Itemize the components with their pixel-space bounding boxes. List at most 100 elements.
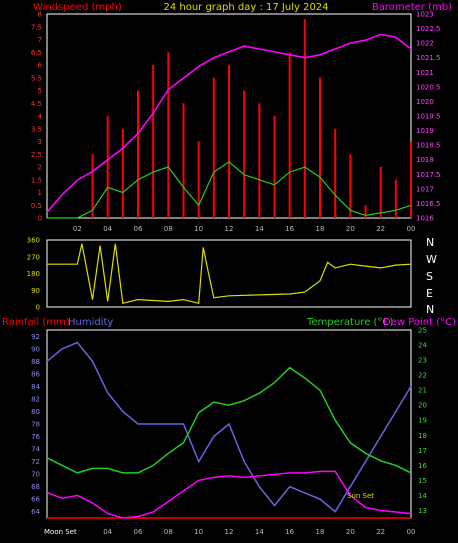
humidity-tick: 68 (31, 483, 40, 491)
dewpoint-line (46, 470, 412, 519)
time-tick: 18 (316, 528, 325, 536)
time-tick: 06 (134, 225, 143, 233)
humidity-tick: 90 (31, 345, 40, 353)
humidity-tick: 80 (31, 408, 40, 416)
time-tick: 20 (346, 528, 355, 536)
temperature-tick-labels: 13 14 15 16 17 18 19 20 21 22 23 24 25 (418, 327, 427, 515)
windspeed-tick: 5.5 (31, 74, 42, 82)
humidity-tick: 92 (31, 333, 40, 341)
compass-labels: N W S E N (426, 236, 437, 316)
humidity-tick: 66 (31, 496, 40, 504)
temperature-tick: 15 (418, 477, 427, 485)
time-tick: 16 (285, 528, 294, 536)
barometer-tick: 1020.5 (416, 83, 441, 91)
humidity-tick-labels: 64 66 68 70 72 74 76 78 80 82 84 86 88 90 92 (31, 333, 40, 516)
temperature-tick: 14 (418, 492, 427, 500)
time-tick: 12 (225, 225, 234, 233)
humidity-tick: 82 (31, 395, 40, 403)
humidity-tick: 88 (31, 358, 40, 366)
direction-tick: 270 (27, 253, 40, 261)
time-tick: 08 (164, 528, 173, 536)
barometer-tick: 1017 (416, 185, 434, 193)
time-tick: 16 (285, 225, 294, 233)
barometer-tick: 1017.5 (416, 171, 441, 179)
time-tick: 10 (194, 225, 203, 233)
compass-n-bottom: N (426, 303, 434, 316)
barometer-tick-labels: 1016 1016.5 1017 1017.5 1018 1018.5 1019 1019.5… (416, 11, 441, 223)
compass-w: W (426, 253, 437, 266)
temperature-tick: 24 (418, 342, 427, 350)
direction-tick: 360 (27, 237, 40, 245)
barometer-tick: 1023 (416, 11, 434, 19)
barometer-tick: 1022.5 (416, 25, 441, 33)
time-tick: 10 (194, 528, 203, 536)
temp-time-tick-labels: 04 06 08 10 12 14 16 18 20 22 00 (103, 528, 415, 536)
temperature-tick: 22 (418, 372, 427, 380)
windspeed-tick: 4 (38, 113, 43, 121)
time-tick: 14 (255, 528, 264, 536)
barometer-tick: 1019 (416, 127, 434, 135)
windspeed-tick-labels: 0 0.5 1 1.5 2 2.5 3 3.5 4 4.5 5 5.5 6 6.5 7 7.5 8 (31, 11, 43, 223)
windspeed-tick: 6 (38, 62, 43, 70)
time-tick: 08 (164, 225, 173, 233)
humidity-tick: 76 (31, 433, 40, 441)
temperature-tick: 20 (418, 402, 427, 410)
compass-n-top: N (426, 236, 434, 249)
windspeed-tick: 0 (38, 215, 42, 223)
direction-tick: 90 (31, 287, 40, 295)
temperature-tick: 23 (418, 357, 427, 365)
dewpoint-axis-label: Dew Point (°C) (383, 317, 456, 328)
humidity-tick: 72 (31, 458, 40, 466)
time-tick: 22 (376, 528, 385, 536)
time-tick: 20 (346, 225, 355, 233)
windspeed-tick: 7 (38, 36, 42, 44)
temperature-line (46, 366, 412, 474)
temperature-tick: 19 (418, 417, 427, 425)
compass-s: S (426, 270, 433, 283)
windspeed-tick: 2.5 (31, 151, 42, 159)
temperature-tick: 18 (418, 432, 427, 440)
humidity-tick: 78 (31, 421, 40, 429)
barometer-tick: 1021.5 (416, 54, 441, 62)
barometer-axis-label: Barometer (mb) (372, 2, 452, 13)
wind-direction-plot-area (46, 239, 412, 308)
sun-set-label: Sun Set (347, 492, 374, 500)
temperature-tick: 16 (418, 462, 427, 470)
rainfall-axis-label: Rainfall (mm) (2, 317, 70, 328)
windspeed-axis-label: Windspeed (mph) (33, 2, 122, 13)
humidity-tick: 74 (31, 446, 40, 454)
windspeed-tick: 5 (38, 87, 42, 95)
windspeed-tick: 1.5 (31, 176, 42, 184)
time-tick: 00 (407, 225, 416, 233)
temperature-tick: 25 (418, 327, 427, 335)
direction-tick-labels: 0 90 180 270 360 (27, 237, 40, 312)
barometer-line (46, 33, 412, 213)
temperature-tick: 13 (418, 507, 427, 515)
windspeed-tick: 3.5 (31, 125, 42, 133)
windspeed-tick: 1 (38, 189, 42, 197)
humidity-tick: 84 (31, 383, 40, 391)
windspeed-tick: 4.5 (31, 100, 42, 108)
windspeed-bars (91, 19, 412, 218)
barometer-tick: 1019.5 (416, 113, 441, 121)
humidity-tick: 86 (31, 370, 40, 378)
time-tick: 04 (103, 528, 112, 536)
windspeed-tick: 6.5 (31, 49, 42, 57)
temperature-tick: 17 (418, 447, 427, 455)
barometer-tick: 1018 (416, 156, 434, 164)
windspeed-tick: 7.5 (31, 23, 42, 31)
temperature-axis-label: Temperature (°C) (306, 317, 393, 328)
time-tick: 22 (376, 225, 385, 233)
temperature-tick: 21 (418, 387, 427, 395)
humidity-tick: 64 (31, 508, 40, 516)
barometer-tick: 1016.5 (416, 200, 441, 208)
moon-set-label: Moon Set (44, 528, 77, 536)
barometer-tick: 1016 (416, 215, 434, 223)
barometer-tick: 1018.5 (416, 142, 441, 150)
windspeed-tick: 2 (38, 164, 42, 172)
time-tick: 14 (255, 225, 264, 233)
humidity-axis-label: Humidity (68, 317, 113, 328)
time-tick: 06 (134, 528, 143, 536)
humidity-line (46, 341, 412, 513)
